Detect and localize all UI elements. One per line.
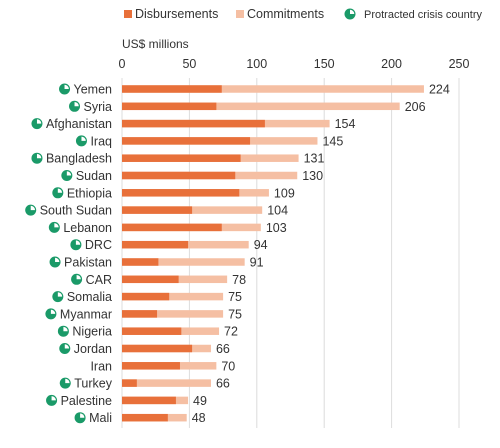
legend-pie-icon	[345, 9, 356, 20]
data-label: 72	[224, 325, 238, 339]
category-label: Sudan	[76, 169, 112, 183]
bar-disbursements	[122, 276, 179, 284]
category-label: Afghanistan	[46, 117, 112, 131]
legend-swatch-disbursements	[124, 10, 132, 18]
bar-disbursements	[122, 258, 158, 266]
protracted-crisis-icon	[50, 257, 61, 268]
category-label: Yemen	[74, 83, 113, 97]
category-label: South Sudan	[40, 204, 112, 218]
bar-disbursements	[122, 85, 222, 93]
category-label: Lebanon	[63, 221, 112, 235]
legend-label-disbursements: Disbursements	[135, 7, 218, 21]
protracted-crisis-icon	[45, 308, 56, 319]
bar-disbursements	[122, 120, 265, 128]
data-label: 130	[302, 169, 323, 183]
protracted-crisis-icon	[49, 222, 60, 233]
gridlines	[122, 78, 459, 428]
category-label: Somalia	[67, 290, 112, 304]
x-tick-label: 0	[119, 57, 126, 71]
data-label: 131	[304, 152, 325, 166]
bar-disbursements	[122, 206, 192, 214]
protracted-crisis-icon	[52, 187, 63, 198]
protracted-crisis-icon	[75, 412, 86, 423]
x-tick-labels: 0 50 100 150 200 250	[119, 57, 470, 71]
data-label: 66	[216, 377, 230, 391]
data-label: 154	[335, 117, 356, 131]
bar-disbursements	[122, 154, 241, 162]
data-label: 104	[267, 204, 288, 218]
protracted-crisis-icon	[71, 274, 82, 285]
bar-disbursements	[122, 379, 137, 387]
bar-disbursements	[122, 310, 157, 318]
data-label: 91	[250, 256, 264, 270]
protracted-crisis-icon	[345, 9, 356, 20]
bar-disbursements	[122, 397, 176, 405]
bar-disbursements	[122, 327, 181, 335]
x-tick-label: 50	[182, 57, 196, 71]
legend-label-commitments: Commitments	[247, 7, 324, 21]
x-tick-label: 200	[381, 57, 402, 71]
bar-disbursements	[122, 137, 250, 145]
protracted-crisis-icon	[31, 153, 42, 164]
data-label: 103	[266, 221, 287, 235]
protracted-crisis-icon	[46, 395, 57, 406]
data-label: 94	[254, 238, 268, 252]
bar-disbursements	[122, 103, 216, 111]
data-label: 66	[216, 342, 230, 356]
data-label: 78	[232, 273, 246, 287]
bar-disbursements	[122, 224, 222, 232]
data-label: 75	[228, 307, 242, 321]
data-label: 145	[322, 134, 343, 148]
protracted-crisis-icon	[25, 205, 36, 216]
protracted-crisis-icon	[58, 326, 69, 337]
protracted-crisis-icon	[60, 378, 71, 389]
axis-unit-label: US$ millions	[122, 37, 189, 51]
data-label: 206	[405, 100, 426, 114]
bar-disbursements	[122, 293, 169, 301]
data-label: 75	[228, 290, 242, 304]
legend-swatch-commitments	[236, 10, 244, 18]
data-label: 48	[192, 411, 206, 425]
category-label: Jordan	[74, 342, 112, 356]
bar-disbursements	[122, 172, 235, 180]
protracted-crisis-icon	[59, 343, 70, 354]
category-label: Syria	[84, 100, 113, 114]
category-label: DRC	[85, 238, 112, 252]
category-label: Turkey	[74, 377, 112, 391]
category-label: Bangladesh	[46, 152, 112, 166]
bar-disbursements	[122, 362, 180, 370]
protracted-crisis-icon	[61, 170, 72, 181]
category-label: Myanmar	[60, 307, 112, 321]
protracted-crisis-icon	[31, 118, 42, 129]
legend: Disbursements Commitments Protracted cri…	[124, 7, 482, 21]
x-tick-label: 150	[314, 57, 335, 71]
bar-disbursements	[122, 345, 192, 353]
x-tick-label: 100	[246, 57, 267, 71]
category-label: Ethiopia	[67, 186, 112, 200]
category-label: CAR	[86, 273, 112, 287]
protracted-crisis-icon	[70, 239, 81, 250]
protracted-crisis-icon	[59, 84, 70, 95]
category-label: Mali	[89, 411, 112, 425]
category-label: Pakistan	[64, 256, 112, 270]
protracted-crisis-icon	[76, 135, 87, 146]
category-label: Palestine	[61, 394, 112, 408]
protracted-crisis-icon	[52, 291, 63, 302]
x-tick-label: 250	[449, 57, 470, 71]
legend-label-protracted: Protracted crisis country	[364, 9, 482, 21]
data-label: 224	[429, 83, 450, 97]
data-label: 49	[193, 394, 207, 408]
bar-disbursements	[122, 189, 239, 197]
category-label: Iraq	[90, 134, 112, 148]
bar-disbursements	[122, 241, 188, 249]
category-label: Nigeria	[72, 325, 112, 339]
bar-disbursements	[122, 414, 168, 422]
data-label: 70	[221, 359, 235, 373]
category-label: Iran	[90, 359, 112, 373]
protracted-crisis-icon	[69, 101, 80, 112]
data-label: 109	[274, 186, 295, 200]
category-labels: Yemen Syria Afghanistan Iraq Bangladesh Sudan…	[25, 83, 113, 426]
